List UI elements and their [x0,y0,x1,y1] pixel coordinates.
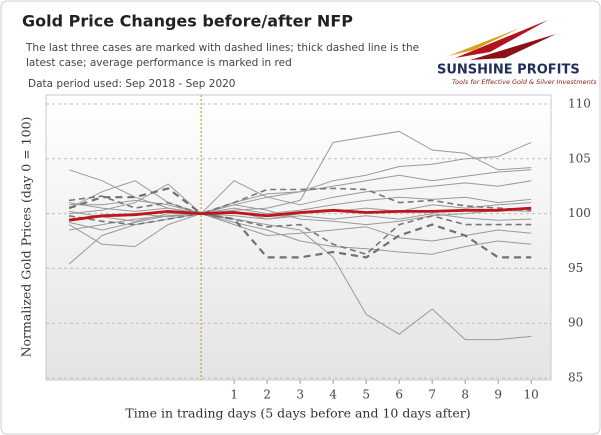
logo: SUNSHINE PROFITS Tools for Effective Gol… [437,20,597,86]
logo-ray [448,28,520,56]
x-tick-label: 1 [230,388,238,402]
series-line [68,187,532,215]
series-line [69,180,532,215]
x-tick-label: 4 [329,388,337,402]
y-tick-label: 95 [568,261,583,275]
subtitle: latest case; average performance is mark… [26,57,292,69]
series-line [68,130,532,265]
plot-area [45,94,552,381]
series-line [68,206,532,222]
x-tick-label: 5 [362,388,370,402]
x-tick-label: 7 [428,388,436,402]
logo-tagline: Tools for Effective Gold & Silver Invest… [452,78,597,86]
data-note: Data period used: Sep 2018 - Sep 2020 [28,78,235,90]
y-tick-label: 90 [568,316,583,330]
y-tick-label: 100 [568,206,591,220]
y-axis-label: Normalized Gold Prices (day 0 = 100) [19,117,34,358]
logo-ray [470,34,556,60]
y-tick-label: 105 [568,151,591,165]
series-line [69,196,532,215]
x-tick-label: 3 [296,388,304,402]
series-line [69,204,532,226]
series-line [68,187,532,259]
series-line [69,213,532,242]
x-tick-label: 8 [461,388,469,402]
y-tick-label: 85 [568,371,583,385]
x-tick-label: 2 [263,388,271,402]
y-tick-label: 110 [568,97,591,111]
x-tick-label: 10 [524,388,539,402]
x-tick-label: 9 [494,388,502,402]
x-tick-label: 6 [395,388,403,402]
series-line [68,212,532,255]
subtitle: The last three cases are marked with das… [25,42,419,54]
x-axis-label: Time in trading days (5 days before and … [125,406,470,421]
series-line [69,169,532,215]
chart-title: Gold Price Changes before/after NFP [22,12,353,31]
logo-name: SUNSHINE PROFITS [437,63,580,78]
series-line [68,169,532,341]
series-line [68,213,532,255]
logo-ray [455,20,548,58]
